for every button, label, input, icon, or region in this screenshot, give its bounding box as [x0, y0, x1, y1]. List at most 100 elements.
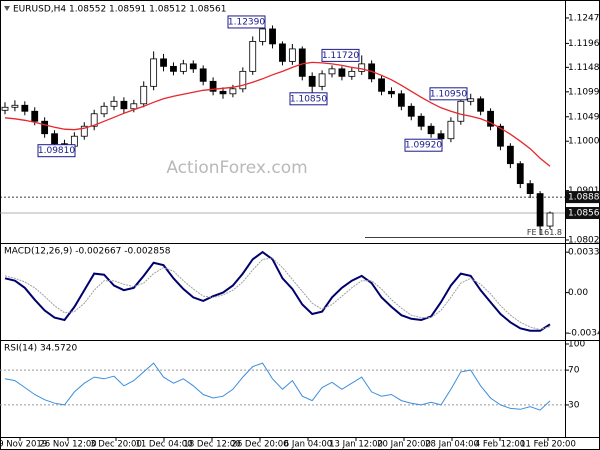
candle-body — [140, 85, 148, 105]
time-label: 20 Jan 20:00 — [377, 440, 431, 450]
rsi-line — [4, 362, 551, 411]
y-tick-label: 1.08020 — [568, 236, 600, 246]
time-label: 28 Jan 04:00 — [425, 440, 479, 450]
candle-body — [407, 105, 415, 117]
moving-average — [4, 61, 551, 167]
fe-label: FE 161.8 — [527, 228, 562, 237]
candle-body — [328, 68, 336, 75]
candle-body — [80, 125, 88, 137]
candle-body — [526, 183, 534, 195]
candle-body — [467, 98, 475, 102]
time-label: 11 Dec 04:00 — [135, 440, 192, 450]
candle-body — [318, 73, 326, 87]
time-label: 13 Jan 12:00 — [329, 440, 383, 450]
macd-title: MACD(12,26,9) -0.002667 -0.002858 — [4, 247, 171, 257]
y-tick-label: 1.10000 — [568, 137, 600, 147]
candle-body — [497, 125, 504, 147]
annotation-label: 1.09920 — [405, 141, 442, 151]
candle-body — [150, 58, 158, 87]
candle-body — [209, 80, 217, 92]
candle-body — [41, 120, 49, 135]
time-label: 26 Dec 20:00 — [231, 440, 288, 450]
candle-body — [437, 133, 445, 140]
candle-body — [546, 212, 554, 227]
time-label: 3 Dec 20:00 — [90, 440, 142, 450]
annotation-label: 1.09810 — [38, 146, 75, 156]
annotation-label: 1.11720 — [322, 51, 359, 61]
annotation-label: 1.10950 — [430, 89, 467, 99]
candle-body — [31, 110, 39, 122]
candle-body — [249, 41, 257, 72]
y-tick-label: 1.10490 — [568, 112, 600, 122]
watermark: ActionForex.com — [166, 158, 307, 178]
candle-body — [130, 103, 138, 110]
candle-body — [160, 58, 167, 67]
y-tick-label: 1.12470 — [568, 13, 600, 23]
candle-body — [417, 115, 425, 127]
rsi-title: RSI(14) 34.5720 — [4, 344, 77, 354]
candle-body — [100, 105, 108, 115]
y-tick-label: 1.11960 — [568, 39, 600, 49]
candle-body — [239, 70, 247, 90]
y-tick-label: 1.10990 — [568, 87, 600, 97]
candle-body — [279, 43, 286, 62]
time-label: 4 Feb 12:00 — [475, 440, 525, 450]
candle-body — [120, 100, 128, 110]
candle-body — [536, 193, 544, 227]
time-label: 18 Dec 12:00 — [183, 440, 240, 450]
candle-body — [1, 106, 9, 111]
y-tick-label: 0.00 — [568, 288, 588, 298]
time-label: 19 Nov 2019 — [0, 440, 47, 450]
candle-body — [189, 63, 197, 70]
y-tick-label: 0.003396 — [568, 248, 600, 258]
candle-body — [229, 88, 237, 95]
annotation-box — [37, 144, 76, 158]
y-tick-label: 100 — [568, 340, 585, 350]
time-label: 26 Nov 12:00 — [39, 440, 96, 450]
candle-body — [516, 163, 524, 185]
y-tick-label: 1.11480 — [568, 63, 600, 73]
candle-body — [506, 145, 514, 165]
macd-line — [4, 250, 551, 332]
candle-body — [477, 98, 485, 112]
time-label: 11 Feb 20:00 — [520, 440, 576, 450]
candle-body — [388, 90, 395, 95]
candle-body — [288, 48, 296, 62]
candle-body — [308, 75, 316, 87]
candle-body — [447, 120, 455, 140]
candle-body — [11, 104, 19, 108]
candle-body — [378, 78, 385, 92]
price-label: 1.08561 — [568, 209, 600, 219]
annotation-box — [289, 92, 328, 106]
annotation-label: 1.10850 — [290, 94, 327, 104]
header: EURUSD,H4 1.08552 1.08591 1.08512 1.0856… — [13, 5, 226, 15]
candle-body — [170, 65, 177, 72]
y-tick-label: -0.003404 — [568, 329, 600, 339]
candle-body — [397, 93, 405, 107]
time-label: 6 Jan 04:00 — [284, 440, 332, 450]
candle-body — [269, 28, 276, 45]
symbol-icon — [4, 6, 10, 11]
candle-body — [338, 68, 346, 77]
y-tick-label: 30 — [568, 400, 580, 410]
annotation-box — [321, 48, 360, 62]
annotation-box — [227, 15, 266, 29]
candle-body — [51, 133, 58, 145]
annotation-label: 1.12390 — [228, 17, 265, 27]
candle-body — [298, 48, 306, 77]
price-label: 1.08880 — [568, 193, 600, 203]
signal-line — [4, 257, 551, 331]
candle-body — [21, 104, 29, 112]
candle-body — [179, 63, 187, 72]
candle-body — [199, 68, 207, 82]
candle-body — [90, 113, 98, 127]
candle-body — [457, 100, 465, 122]
price-label-box — [566, 191, 600, 204]
y-tick-label: 70 — [568, 366, 580, 376]
candle-body — [427, 125, 435, 135]
candle-body — [259, 28, 267, 42]
annotation-box — [429, 87, 468, 101]
candle-body — [219, 90, 227, 95]
candle-body — [110, 100, 118, 107]
